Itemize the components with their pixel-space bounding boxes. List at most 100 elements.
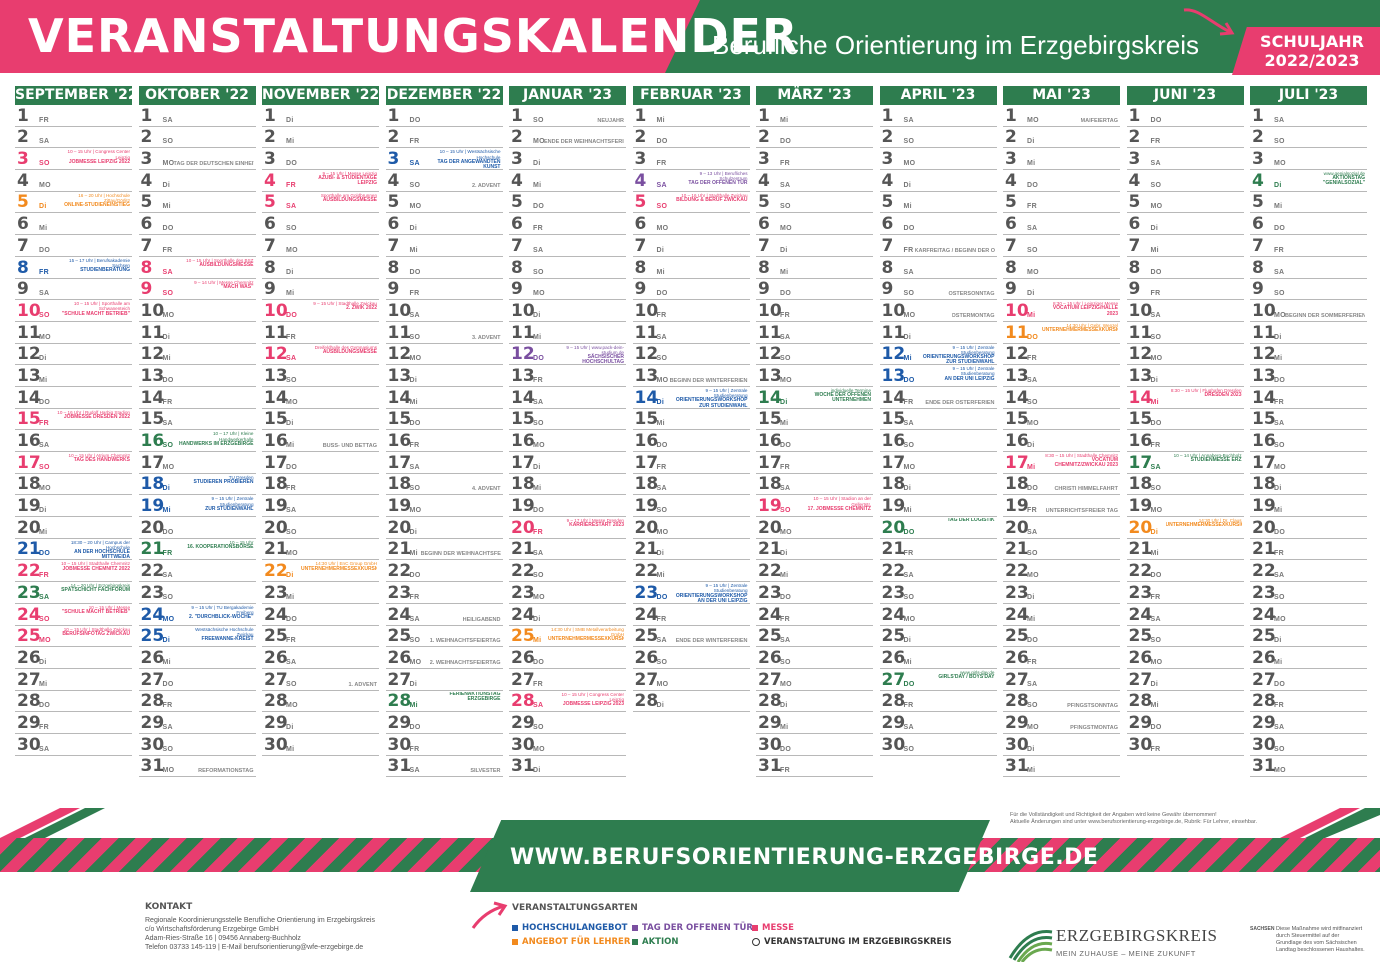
day-row[interactable]: 1 DO — [1126, 105, 1244, 127]
day-row[interactable]: 2 DO — [632, 127, 750, 149]
day-row[interactable]: 27 FR — [509, 669, 626, 691]
day-row[interactable]: 15 SA — [138, 409, 256, 431]
day-row[interactable]: 4 Di — [879, 170, 997, 192]
day-row[interactable]: 10 SA — [1126, 300, 1244, 322]
day-row[interactable]: 22 FR 10 – 15 Uhr | Stadthalle Chemnitz JOB… — [15, 560, 132, 583]
day-row[interactable]: 10 MO — [138, 300, 256, 322]
day-row[interactable]: 23 FR — [385, 582, 503, 604]
day-row[interactable]: 17 DO — [262, 452, 379, 474]
day-row[interactable]: 21 FR 10 – 15 Uhr 16. KOOPERATIONSBÖRSE — [138, 539, 256, 561]
day-row[interactable]: 19 Mi — [879, 495, 997, 518]
day-row[interactable]: 20 FR 9 – 17 Uhr | Messe Dresden KARRIEREST… — [509, 517, 626, 539]
day-row[interactable]: 1 SA — [1250, 105, 1367, 127]
event[interactable]: 14:30 Uhr | Dr. Claus UNTERNEHMERMESSEXKU… — [1166, 518, 1242, 528]
day-row[interactable]: 23 SO — [879, 582, 997, 604]
day-row[interactable]: 11 SO — [1126, 322, 1244, 344]
day-row[interactable]: 13 MO BEGINN DER WINTERFERIEN — [632, 365, 750, 387]
day-row[interactable]: 20 SO — [262, 517, 379, 539]
day-row[interactable]: 3 MO — [1250, 148, 1367, 171]
event[interactable]: 15 – 17 Uhr | Berufsakademie Sachsen STUD… — [54, 258, 130, 274]
day-row[interactable]: 22 MO — [1003, 560, 1120, 583]
event[interactable]: 10 – 15 Uhr | Sporthalle am Schwanenteic… — [54, 301, 130, 317]
day-row[interactable]: 6 SO — [262, 213, 379, 236]
day-row[interactable]: 5 SA Sporthalle am Goldbrunnen AUSBILDUNGSM… — [262, 192, 379, 214]
day-row[interactable]: 26 MO 2. WEIHNACHTSFEIERTAG — [385, 647, 503, 669]
day-row[interactable]: 3 SA — [1126, 148, 1244, 171]
day-row[interactable]: 28 Di — [756, 691, 873, 713]
event[interactable]: 14:30 Uhr | SMB Metallverarbeitung GmbH U… — [548, 627, 624, 643]
day-row[interactable]: 18 Di — [1250, 474, 1367, 496]
day-row[interactable]: 22 SO — [509, 560, 626, 583]
day-row[interactable]: 9 MO — [509, 279, 626, 301]
day-row[interactable]: 8 SA — [879, 257, 997, 279]
day-row[interactable]: 26 MO — [1126, 647, 1244, 669]
day-row[interactable]: 8 SO — [509, 257, 626, 279]
day-row[interactable]: 29 SA — [1250, 712, 1367, 734]
day-row[interactable]: 27 MO — [756, 669, 873, 691]
day-row[interactable]: 18 Di TU Dresden STUDIEREN PROBIEREN — [138, 474, 256, 496]
event[interactable]: 16 – 20 Uhr | Hochschule Zittau/Görlitz O… — [54, 193, 130, 209]
day-row[interactable]: 14 Mi 8:30 – 15 Uhr | Flughafen Dresden DRE… — [1126, 387, 1244, 409]
event[interactable]: 9 – 17 Uhr | Messe Dresden KARRIERESTART … — [548, 518, 624, 528]
event[interactable]: 9 – 13 Uhr | Berufliches Schulzentrum TAG… — [672, 171, 747, 187]
day-row[interactable]: 6 SA — [1003, 213, 1120, 236]
day-row[interactable]: 10 MO OSTERMONTAG — [879, 300, 997, 322]
day-row[interactable]: 4 Di — [138, 170, 256, 192]
day-row[interactable]: 30 SO — [138, 734, 256, 756]
day-row[interactable]: 23 DO 9 – 15 Uhr | Zentrale Studienberatun… — [632, 582, 750, 604]
day-row[interactable]: 30 FR — [1126, 734, 1244, 756]
day-row[interactable]: 8 MO — [1003, 257, 1120, 279]
day-row[interactable]: 2 Mi — [262, 127, 379, 149]
day-row[interactable]: 24 FR — [756, 604, 873, 626]
day-row[interactable]: 29 Di — [262, 712, 379, 734]
day-row[interactable]: 21 FR — [879, 539, 997, 561]
day-row[interactable]: 27 SA — [1003, 669, 1120, 691]
day-row[interactable]: 6 Di — [1126, 213, 1244, 236]
day-row[interactable]: 13 SO — [262, 365, 379, 387]
day-row[interactable]: 31 Mi — [1003, 756, 1120, 778]
day-row[interactable]: 29 MO PFINGSTMONTAG — [1003, 712, 1120, 734]
day-row[interactable]: 17 SA 10 – 14 Uhr | Annaberg-Buchholz STUDI… — [1126, 452, 1244, 474]
day-row[interactable]: 10 DO 9 – 15 Uhr | Stadthalle Zwickau 2. ZW… — [262, 300, 379, 322]
day-row[interactable]: 25 SO 1. WEIHNACHTSFEIERTAG — [385, 626, 503, 648]
day-row[interactable]: 9 DO — [756, 279, 873, 301]
day-row[interactable]: 26 FR — [1003, 647, 1120, 669]
day-row[interactable]: 20 Di — [385, 517, 503, 539]
day-row[interactable]: 12 SO — [756, 344, 873, 366]
day-row[interactable]: 5 Mi — [1250, 192, 1367, 214]
day-row[interactable]: 6 DO — [138, 213, 256, 236]
event[interactable]: 9 – 15 Uhr | Zentrale Studienberatung ZUR… — [178, 496, 253, 512]
event[interactable]: 10 – 15 Uhr | Stadion an der Gellertstr.… — [795, 496, 871, 512]
day-row[interactable]: 23 SO — [138, 582, 256, 604]
day-row[interactable]: 24 SO 10 – 15 Uhr | Messe "SCHULE MACHT BET… — [15, 604, 132, 626]
event[interactable]: 8:30 – 15 Uhr | Stadthalle Chemnitz VOCAT… — [1042, 453, 1118, 469]
day-row[interactable]: 2 FR — [1126, 127, 1244, 149]
day-row[interactable]: 3 Mi — [1003, 148, 1120, 171]
day-row[interactable]: 3 SA 10 – 15 Uhr | Westsächsische Hochschu… — [385, 148, 503, 171]
day-row[interactable]: 8 Mi — [756, 257, 873, 279]
event[interactable]: 14 – 20 Uhr | Erzgebirgskreis SPÄTSCHICHT… — [54, 583, 130, 593]
day-row[interactable]: 25 FR — [262, 626, 379, 648]
event[interactable]: 14:30 Uhr | EnC Group GmbH UNTERNEHMERMES… — [301, 561, 377, 571]
day-row[interactable]: 25 Mi 14:30 Uhr | SMB Metallverarbeitung G… — [509, 626, 626, 648]
day-row[interactable]: 5 Mi — [138, 192, 256, 214]
day-row[interactable]: 24 FR — [632, 604, 750, 626]
day-row[interactable]: 24 Mi — [1003, 604, 1120, 626]
day-row[interactable]: 29 SA — [879, 712, 997, 734]
day-row[interactable]: 27 MO — [632, 669, 750, 691]
day-row[interactable]: 19 SA — [262, 495, 379, 518]
day-row[interactable]: 19 Di — [15, 495, 132, 518]
day-row[interactable]: 16 SA — [15, 430, 132, 452]
day-row[interactable]: 29 SO — [509, 712, 626, 734]
event[interactable]: 14:30 Uhr | Gebr. Wenzel UNTERNEHMERMESSE… — [1042, 323, 1118, 333]
day-row[interactable]: 15 SA — [879, 409, 997, 431]
day-row[interactable]: 22 DO — [385, 560, 503, 583]
day-row[interactable]: 16 FR — [385, 430, 503, 452]
event[interactable]: 10 – 15 Uhr | Congress Center Leipzig JOB… — [54, 149, 130, 165]
event[interactable]: 10 – 15 Uhr | Sporthalle des BSZ AUSBILDU… — [178, 258, 253, 268]
day-row[interactable]: 10 Mi 8:30 – 15 Uhr | Leipziger Messe VOCAT… — [1003, 300, 1120, 322]
day-row[interactable]: 2 SO — [138, 127, 256, 149]
day-row[interactable]: 20 Mi — [15, 517, 132, 539]
day-row[interactable]: 11 SO 3. ADVENT — [385, 322, 503, 344]
